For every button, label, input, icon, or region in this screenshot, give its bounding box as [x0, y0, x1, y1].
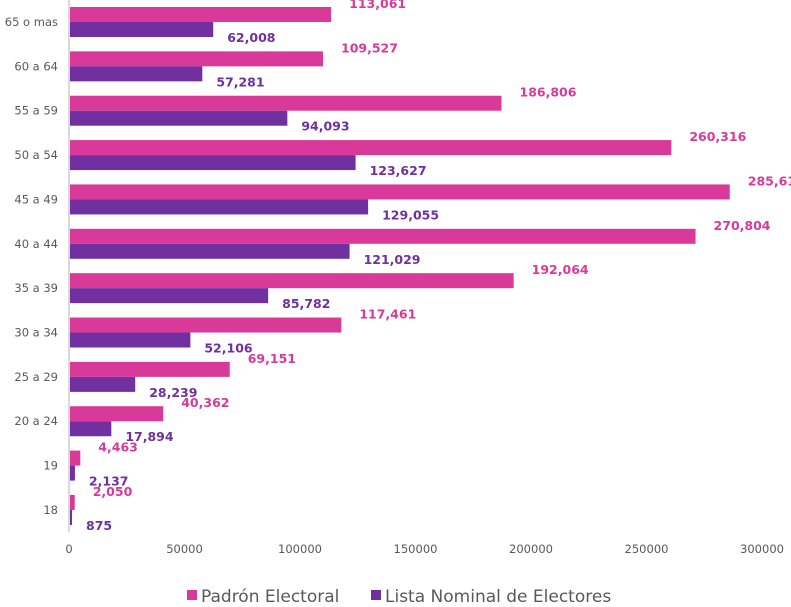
category-label: 45 a 49: [14, 192, 58, 206]
data-label: 40,362: [181, 395, 229, 410]
x-tick-label: 200000: [509, 542, 553, 556]
x-tick-label: 300000: [740, 542, 784, 556]
bar-padron: [70, 406, 164, 422]
bar-padron: [70, 361, 230, 377]
data-label: 17,894: [125, 429, 174, 444]
category-label: 19: [43, 459, 58, 473]
data-label: 113,061: [349, 0, 406, 11]
data-label: 117,461: [359, 307, 416, 322]
data-label: 94,093: [301, 119, 349, 134]
bar-padron: [70, 273, 514, 289]
category-label: 50 a 54: [14, 148, 58, 162]
bar-lista-nominal: [70, 22, 214, 37]
legend-swatch: [187, 590, 197, 600]
data-label: 285,613: [748, 173, 791, 188]
category-label: 40 a 44: [14, 237, 58, 251]
bar-padron: [70, 7, 332, 22]
bar-padron: [70, 184, 730, 200]
category-label: 18: [43, 503, 58, 517]
bar-lista-nominal: [70, 288, 269, 304]
category-label: 30 a 34: [14, 326, 58, 340]
legend-label: Lista Nominal de Electores: [385, 587, 611, 607]
data-label: 62,008: [227, 30, 275, 45]
bar-lista-nominal: [70, 66, 203, 82]
legend-swatch: [371, 590, 381, 600]
bar-lista-nominal: [70, 332, 191, 348]
data-label: 192,064: [532, 262, 589, 277]
category-label: 65 o mas: [5, 15, 58, 29]
category-label: 35 a 39: [14, 281, 58, 295]
bar-lista-nominal: [70, 376, 136, 392]
bar-padron: [70, 140, 672, 156]
bar-lista-nominal: [70, 509, 73, 525]
bar-lista-nominal: [70, 421, 112, 437]
data-label: 121,029: [364, 252, 421, 267]
data-label: 129,055: [382, 207, 439, 222]
bar-padron: [70, 95, 502, 111]
data-label: 186,806: [520, 85, 577, 100]
x-tick-label: 100000: [278, 542, 322, 556]
data-label: 28,239: [149, 385, 197, 400]
category-label: 60 a 64: [14, 59, 58, 73]
bar-lista-nominal: [70, 110, 288, 126]
bar-padron: [70, 317, 342, 333]
bar-lista-nominal: [70, 243, 350, 259]
data-label: 270,804: [714, 218, 771, 233]
data-label: 4,463: [98, 440, 138, 455]
x-tick-label: 150000: [394, 542, 438, 556]
data-label: 69,151: [248, 351, 296, 366]
bar-lista-nominal: [70, 199, 369, 215]
bar-lista-nominal: [70, 155, 356, 171]
data-label: 85,782: [282, 296, 330, 311]
bar-padron: [70, 51, 324, 67]
data-label: 57,281: [216, 74, 264, 89]
bar-padron: [70, 228, 696, 244]
x-tick-label: 50000: [166, 542, 203, 556]
bar-padron: [70, 494, 75, 510]
data-label: 52,106: [204, 341, 253, 356]
data-label: 875: [86, 518, 112, 533]
x-tick-label: 0: [65, 542, 72, 556]
data-label: 2,050: [93, 484, 133, 499]
bar-padron: [70, 450, 81, 466]
category-label: 25 a 29: [14, 370, 58, 384]
category-label: 55 a 59: [14, 104, 58, 118]
data-label: 2,137: [89, 474, 129, 489]
x-tick-label: 250000: [625, 542, 669, 556]
data-label: 109,527: [341, 40, 398, 55]
legend-label: Padrón Electoral: [201, 587, 339, 607]
bar-lista-nominal: [70, 465, 75, 481]
data-label: 260,316: [689, 129, 746, 144]
data-label: 123,627: [370, 163, 427, 178]
category-label: 20 a 24: [14, 414, 58, 428]
